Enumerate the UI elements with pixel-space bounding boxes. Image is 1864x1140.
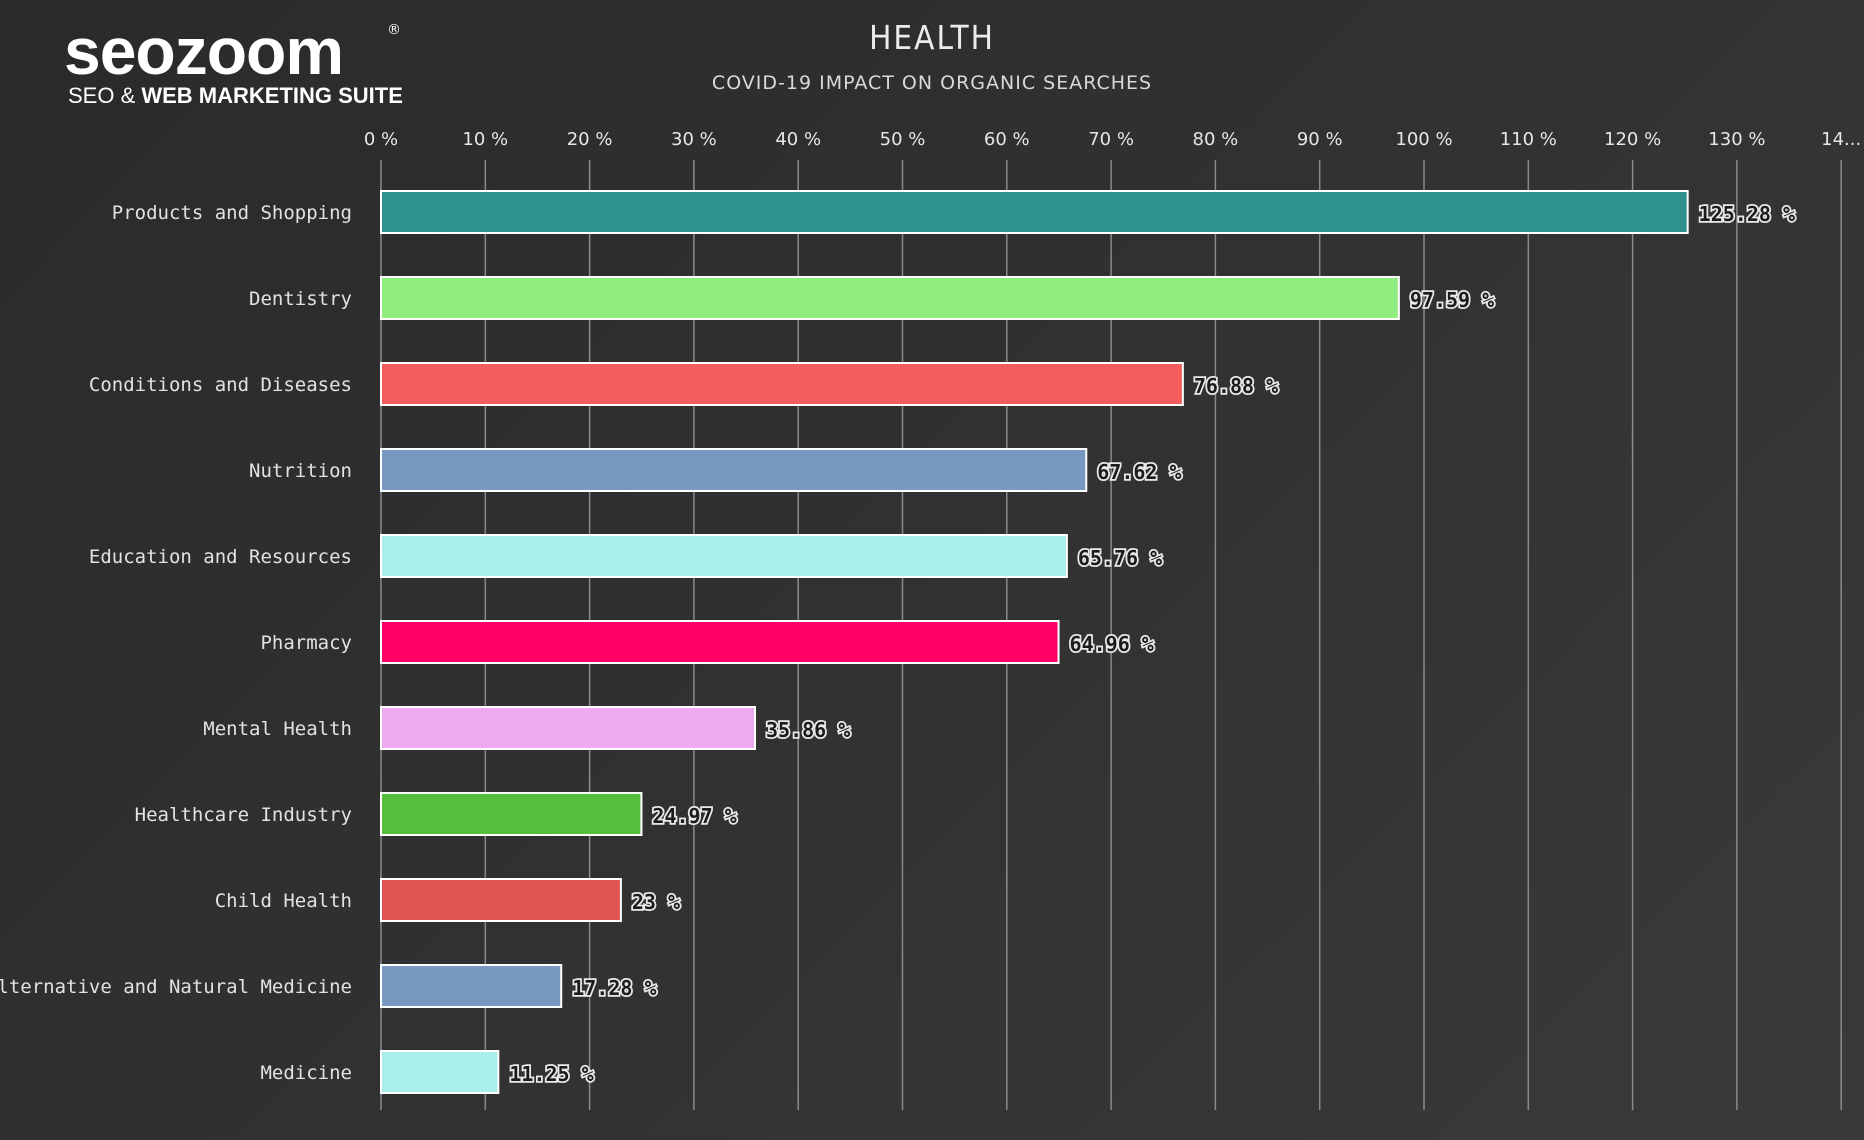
- x-tick-label: 10 %: [462, 129, 508, 150]
- x-tick-label: 20 %: [567, 129, 613, 150]
- bar: [380, 362, 1184, 406]
- bar: [380, 1050, 500, 1094]
- data-label: 17.28 %: [572, 976, 656, 1000]
- logo-wordmark: seozoom: [64, 14, 344, 88]
- bar: [380, 706, 757, 750]
- x-tick-label: 120 %: [1604, 129, 1661, 150]
- category-label: Dentistry: [249, 288, 352, 310]
- category-label: Medicine: [260, 1062, 352, 1084]
- data-label: 24.97 %: [652, 804, 736, 828]
- category-label: Conditions and Diseases: [89, 374, 352, 396]
- x-tick-label: 90 %: [1297, 129, 1343, 150]
- data-label: 11.25 %: [509, 1062, 593, 1086]
- category-label: Products and Shopping: [112, 202, 352, 224]
- bar: [380, 190, 1689, 234]
- logo-tagline: SEO & WEB MARKETING SUITE: [64, 84, 403, 108]
- logo-tagline-left: SEO &: [68, 83, 142, 108]
- category-label: Nutrition: [249, 460, 352, 482]
- bars: [380, 190, 1689, 1094]
- category-label: Alternative and Natural Medicine: [0, 976, 352, 998]
- category-labels: Products and Shopping Dentistry Conditions…: [0, 202, 352, 1084]
- data-label: 97.59 %: [1410, 288, 1494, 312]
- x-tick-label: 30 %: [671, 129, 717, 150]
- x-axis-ticks: 0 % 10 % 20 % 30 % 40 % 50 % 60 % 70 % 80 % 90 % 1…: [364, 129, 1861, 150]
- logo-registered-mark: ®: [387, 22, 401, 38]
- bar: [380, 534, 1068, 578]
- logo-tagline-bold: WEB MARKETING SUITE: [141, 83, 403, 108]
- x-tick-label: 40 %: [775, 129, 821, 150]
- category-label: Education and Resources: [89, 546, 352, 568]
- seozoom-logo: seozoom ® SEO & WEB MARKETING SUITE: [64, 18, 403, 108]
- value-labels: 125.28 % 97.59 % 76.88 % 67.62 % 65.76 % 64.9…: [508, 200, 1797, 1088]
- data-label: 65.76 %: [1078, 546, 1162, 570]
- x-tick-label: 110 %: [1500, 129, 1557, 150]
- data-label: 23 %: [632, 890, 680, 914]
- category-label: Healthcare Industry: [135, 804, 352, 826]
- data-label: 35.86 %: [766, 718, 850, 742]
- bar: [380, 620, 1060, 664]
- data-label: 64.96 %: [1070, 632, 1154, 656]
- category-label: Pharmacy: [260, 632, 352, 654]
- x-tick-label: 14...: [1821, 129, 1861, 150]
- x-tick-label: 60 %: [984, 129, 1030, 150]
- category-label: Mental Health: [203, 718, 352, 740]
- x-tick-label: 130 %: [1708, 129, 1765, 150]
- category-label: Child Health: [215, 890, 352, 912]
- bar: [380, 276, 1400, 320]
- bar: [380, 964, 563, 1008]
- bar: [380, 792, 643, 836]
- chart-title: HEALTH: [869, 18, 995, 57]
- chart-subtitle: COVID-19 IMPACT ON ORGANIC SEARCHES: [711, 72, 1153, 94]
- data-label: 76.88 %: [1194, 374, 1278, 398]
- x-tick-label: 80 %: [1193, 129, 1239, 150]
- x-tick-label: 100 %: [1395, 129, 1452, 150]
- bar: [380, 878, 622, 922]
- x-tick-label: 50 %: [880, 129, 926, 150]
- data-label: 125.28 %: [1699, 202, 1795, 226]
- data-label: 67.62 %: [1097, 460, 1181, 484]
- bar: [380, 448, 1088, 492]
- x-tick-label: 0 %: [364, 129, 398, 150]
- x-tick-label: 70 %: [1088, 129, 1134, 150]
